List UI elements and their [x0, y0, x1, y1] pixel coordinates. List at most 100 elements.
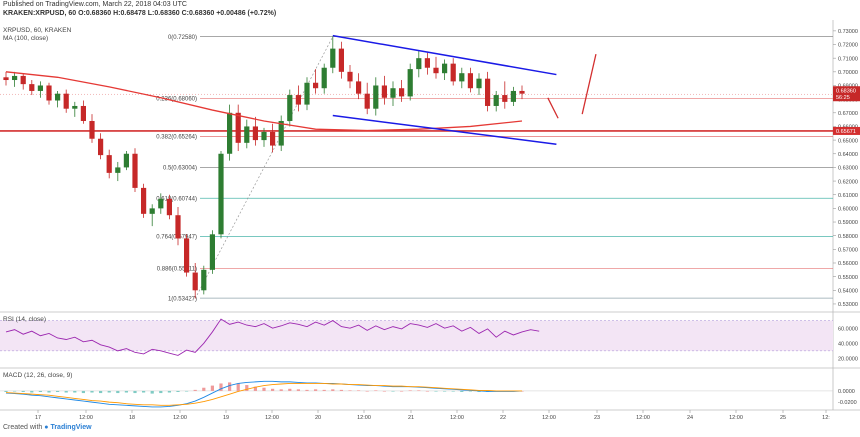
candle-body [235, 112, 241, 143]
price-tick-label: 0.61000 [838, 193, 858, 199]
macd-histogram-bar [253, 386, 257, 391]
macd-histogram-bar [13, 390, 17, 392]
macd-histogram-bar [116, 390, 120, 394]
footer-created: Created with [3, 424, 43, 431]
candle-body [184, 238, 190, 273]
macd-histogram-bar [451, 390, 455, 392]
candle-body [175, 215, 181, 239]
candle-body [433, 67, 439, 74]
candle-body [373, 85, 379, 109]
macd-signal-line [5, 383, 522, 406]
fib-level-label: 0.618(0.60744) [156, 196, 197, 202]
time-tick-label: 22 [500, 415, 506, 421]
channel-lower-line [332, 114, 557, 145]
candle-body [106, 155, 112, 173]
candle-body [29, 84, 35, 91]
projection-up-line [581, 53, 597, 115]
price-tick-label: 0.53000 [838, 302, 858, 308]
candle-body [115, 167, 121, 173]
macd-histogram-bar [228, 382, 232, 391]
price-tick-label: 0.55000 [838, 275, 858, 281]
candle-body [20, 75, 26, 85]
macd-line [5, 380, 523, 408]
candle-body [89, 120, 95, 139]
macd-histogram-bar [47, 390, 51, 393]
candle-body [450, 63, 456, 82]
macd-histogram-bar [477, 390, 481, 392]
published-note: Published on TradingView.com, March 22, … [3, 1, 187, 8]
rsi-band [0, 320, 833, 351]
fib-swing-line [194, 36, 334, 299]
footer-brand[interactable]: TradingView [50, 424, 92, 431]
bar-countdown-label: 56:25 [836, 95, 850, 101]
candle-body [287, 95, 293, 121]
macd-histogram-bar [443, 390, 447, 392]
macd-histogram-bar [159, 390, 163, 394]
price-tick-label: 0.64000 [838, 152, 858, 158]
last-price-tag [833, 86, 860, 102]
time-tick-label: 19 [223, 415, 229, 421]
candle-body [476, 78, 482, 89]
fib-level-label: 1(0.53427) [168, 296, 197, 302]
time-tick-label: 20 [315, 415, 321, 421]
candle-body [218, 153, 224, 235]
tradingview-logo-icon: ● [44, 424, 49, 431]
candle-body [158, 198, 164, 209]
macd-histogram-bar [64, 390, 68, 393]
macd-histogram-bar [296, 389, 300, 391]
macd-tick-label: -0.0200 [838, 400, 857, 406]
candle-body [132, 153, 138, 188]
candle-body [244, 126, 250, 143]
candle-body [209, 234, 215, 270]
macd-histogram-bar [193, 389, 197, 391]
fib-level-label: 0.886(0.55611) [157, 267, 197, 273]
candle-body [46, 85, 52, 101]
time-tick-label: 12:00 [729, 415, 743, 421]
price-tick-label: 0.63000 [838, 166, 858, 172]
price-tick-label: 0.71000 [838, 56, 858, 62]
macd-histogram-bar [331, 389, 335, 391]
candle-body [55, 93, 61, 101]
candle-body [252, 126, 258, 141]
time-tick-label: 12:00 [79, 415, 93, 421]
candle-body [502, 95, 508, 102]
price-tick-label: 0.65000 [838, 138, 858, 144]
macd-histogram-bar [219, 383, 223, 391]
price-tick-label: 0.72000 [838, 43, 858, 49]
price-tick-label: 0.58000 [838, 234, 858, 240]
macd-histogram-bar [348, 390, 352, 391]
time-tick-label: 12:00 [636, 415, 650, 421]
time-tick-label: 12: [822, 415, 830, 421]
candle-body [459, 73, 465, 82]
fib-level-label: 0.236(0.68060) [156, 97, 197, 103]
fib-level-label: 0(0.72580) [168, 35, 197, 41]
rsi-legend: RSI (14, close) [3, 316, 46, 323]
candle-body [416, 58, 422, 70]
candle-body [493, 95, 499, 106]
last-price-label: 0.68360 [836, 89, 856, 95]
candle-body [338, 48, 344, 72]
macd-histogram-bar [99, 390, 103, 394]
candle-body [12, 75, 18, 81]
rsi-line [5, 318, 540, 356]
macd-histogram-bar [322, 389, 326, 391]
candle-body [201, 269, 207, 291]
fib-level-label: 0.5(0.63004) [163, 166, 197, 172]
price-tick-label: 0.54000 [838, 288, 858, 294]
candle-body [192, 272, 198, 291]
time-tick-label: 24 [687, 415, 693, 421]
macd-histogram-bar [339, 389, 343, 391]
candle-body [166, 198, 172, 216]
macd-histogram-bar [468, 390, 472, 392]
macd-histogram-bar [133, 390, 137, 394]
time-tick-label: 18 [129, 415, 135, 421]
price-tick-label: 0.70000 [838, 70, 858, 76]
macd-histogram-bar [365, 390, 369, 392]
time-tick-label: 12:00 [357, 415, 371, 421]
time-tick-label: 12:00 [542, 415, 556, 421]
candle-body [364, 93, 370, 109]
macd-histogram-bar [38, 390, 42, 392]
candle-body [123, 153, 129, 168]
fib-level-label: 0.382(0.65264) [156, 135, 197, 141]
